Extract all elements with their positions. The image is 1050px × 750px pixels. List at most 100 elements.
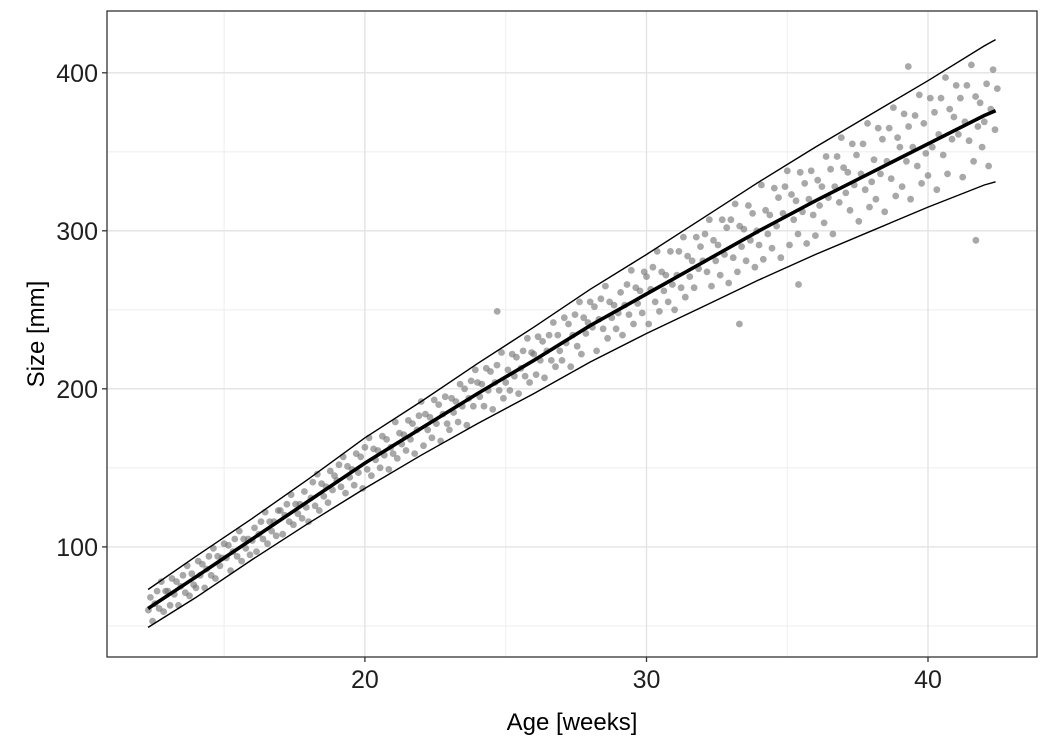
data-point xyxy=(612,325,620,333)
data-point xyxy=(861,186,869,194)
data-point xyxy=(619,331,626,339)
data-point xyxy=(710,236,717,244)
data-point xyxy=(792,197,800,205)
data-point xyxy=(675,248,683,255)
data-point xyxy=(610,301,618,309)
data-point xyxy=(409,420,416,427)
data-point xyxy=(742,257,750,265)
data-point xyxy=(705,216,713,224)
data-point xyxy=(643,273,650,280)
data-point xyxy=(907,195,914,203)
data-point xyxy=(205,552,213,560)
data-point xyxy=(716,271,724,279)
data-point xyxy=(495,387,503,394)
data-point xyxy=(526,379,533,386)
data-point xyxy=(277,507,284,514)
data-point xyxy=(738,243,745,251)
data-point xyxy=(944,170,951,178)
data-point xyxy=(745,202,752,209)
data-point xyxy=(664,298,672,306)
data-point xyxy=(963,82,971,89)
data-point xyxy=(794,230,802,238)
data-point xyxy=(519,347,527,355)
data-point xyxy=(844,168,852,176)
data-point xyxy=(320,492,328,500)
data-point xyxy=(231,535,239,543)
data-point xyxy=(160,608,168,615)
data-point xyxy=(279,530,287,538)
data-point xyxy=(573,342,581,350)
data-point xyxy=(283,500,291,508)
data-point xyxy=(783,167,791,175)
data-point xyxy=(428,434,436,442)
data-point xyxy=(242,545,250,552)
data-point xyxy=(355,469,362,476)
data-point xyxy=(627,266,635,274)
data-point xyxy=(383,436,390,443)
data-point xyxy=(950,113,958,121)
data-point xyxy=(931,108,938,116)
data-point xyxy=(681,293,689,301)
data-point xyxy=(991,126,999,134)
data-point xyxy=(315,507,323,514)
data-point xyxy=(898,183,906,191)
data-point xyxy=(376,464,384,472)
data-point xyxy=(565,320,572,328)
data-point xyxy=(636,287,644,295)
data-point xyxy=(686,273,694,280)
data-point xyxy=(926,94,934,102)
data-point xyxy=(251,524,258,532)
data-point xyxy=(147,594,154,601)
data-point xyxy=(688,257,696,265)
data-point xyxy=(942,74,949,81)
data-point xyxy=(928,143,936,151)
data-point xyxy=(835,199,843,206)
data-point xyxy=(368,472,375,480)
data-point xyxy=(879,135,886,143)
data-point xyxy=(985,162,992,170)
data-point xyxy=(604,334,611,342)
data-point xyxy=(877,170,884,178)
data-point xyxy=(649,263,657,271)
data-point xyxy=(872,195,880,203)
data-point xyxy=(764,230,772,238)
data-point xyxy=(301,488,308,495)
data-point xyxy=(870,156,878,164)
data-point xyxy=(623,281,631,288)
data-point xyxy=(972,93,979,100)
data-point xyxy=(859,140,867,148)
data-point xyxy=(723,224,731,232)
data-point xyxy=(959,173,967,181)
data-point xyxy=(692,233,700,241)
data-point xyxy=(233,552,241,560)
data-point xyxy=(820,219,828,227)
data-point xyxy=(840,164,847,172)
data-point xyxy=(493,361,501,369)
data-point xyxy=(290,521,297,529)
data-point xyxy=(186,592,193,600)
data-point xyxy=(905,123,912,130)
data-point xyxy=(915,91,923,99)
x-axis-title: Age [weeks] xyxy=(507,709,638,736)
data-point xyxy=(225,541,232,549)
data-point xyxy=(424,426,432,434)
data-point xyxy=(957,94,964,102)
data-point xyxy=(456,380,464,388)
data-point xyxy=(192,584,200,592)
data-point xyxy=(805,195,813,203)
data-point xyxy=(864,120,871,127)
data-point xyxy=(814,176,822,184)
data-point xyxy=(582,330,590,337)
data-point xyxy=(389,450,397,457)
data-point xyxy=(885,124,893,132)
x-tick-label: 30 xyxy=(633,666,661,694)
data-point xyxy=(725,279,733,287)
data-point xyxy=(887,175,895,183)
data-point xyxy=(246,551,254,559)
data-point xyxy=(576,298,583,306)
data-point xyxy=(955,131,962,138)
data-point xyxy=(210,545,217,552)
data-point xyxy=(980,118,988,126)
data-point xyxy=(660,287,668,295)
